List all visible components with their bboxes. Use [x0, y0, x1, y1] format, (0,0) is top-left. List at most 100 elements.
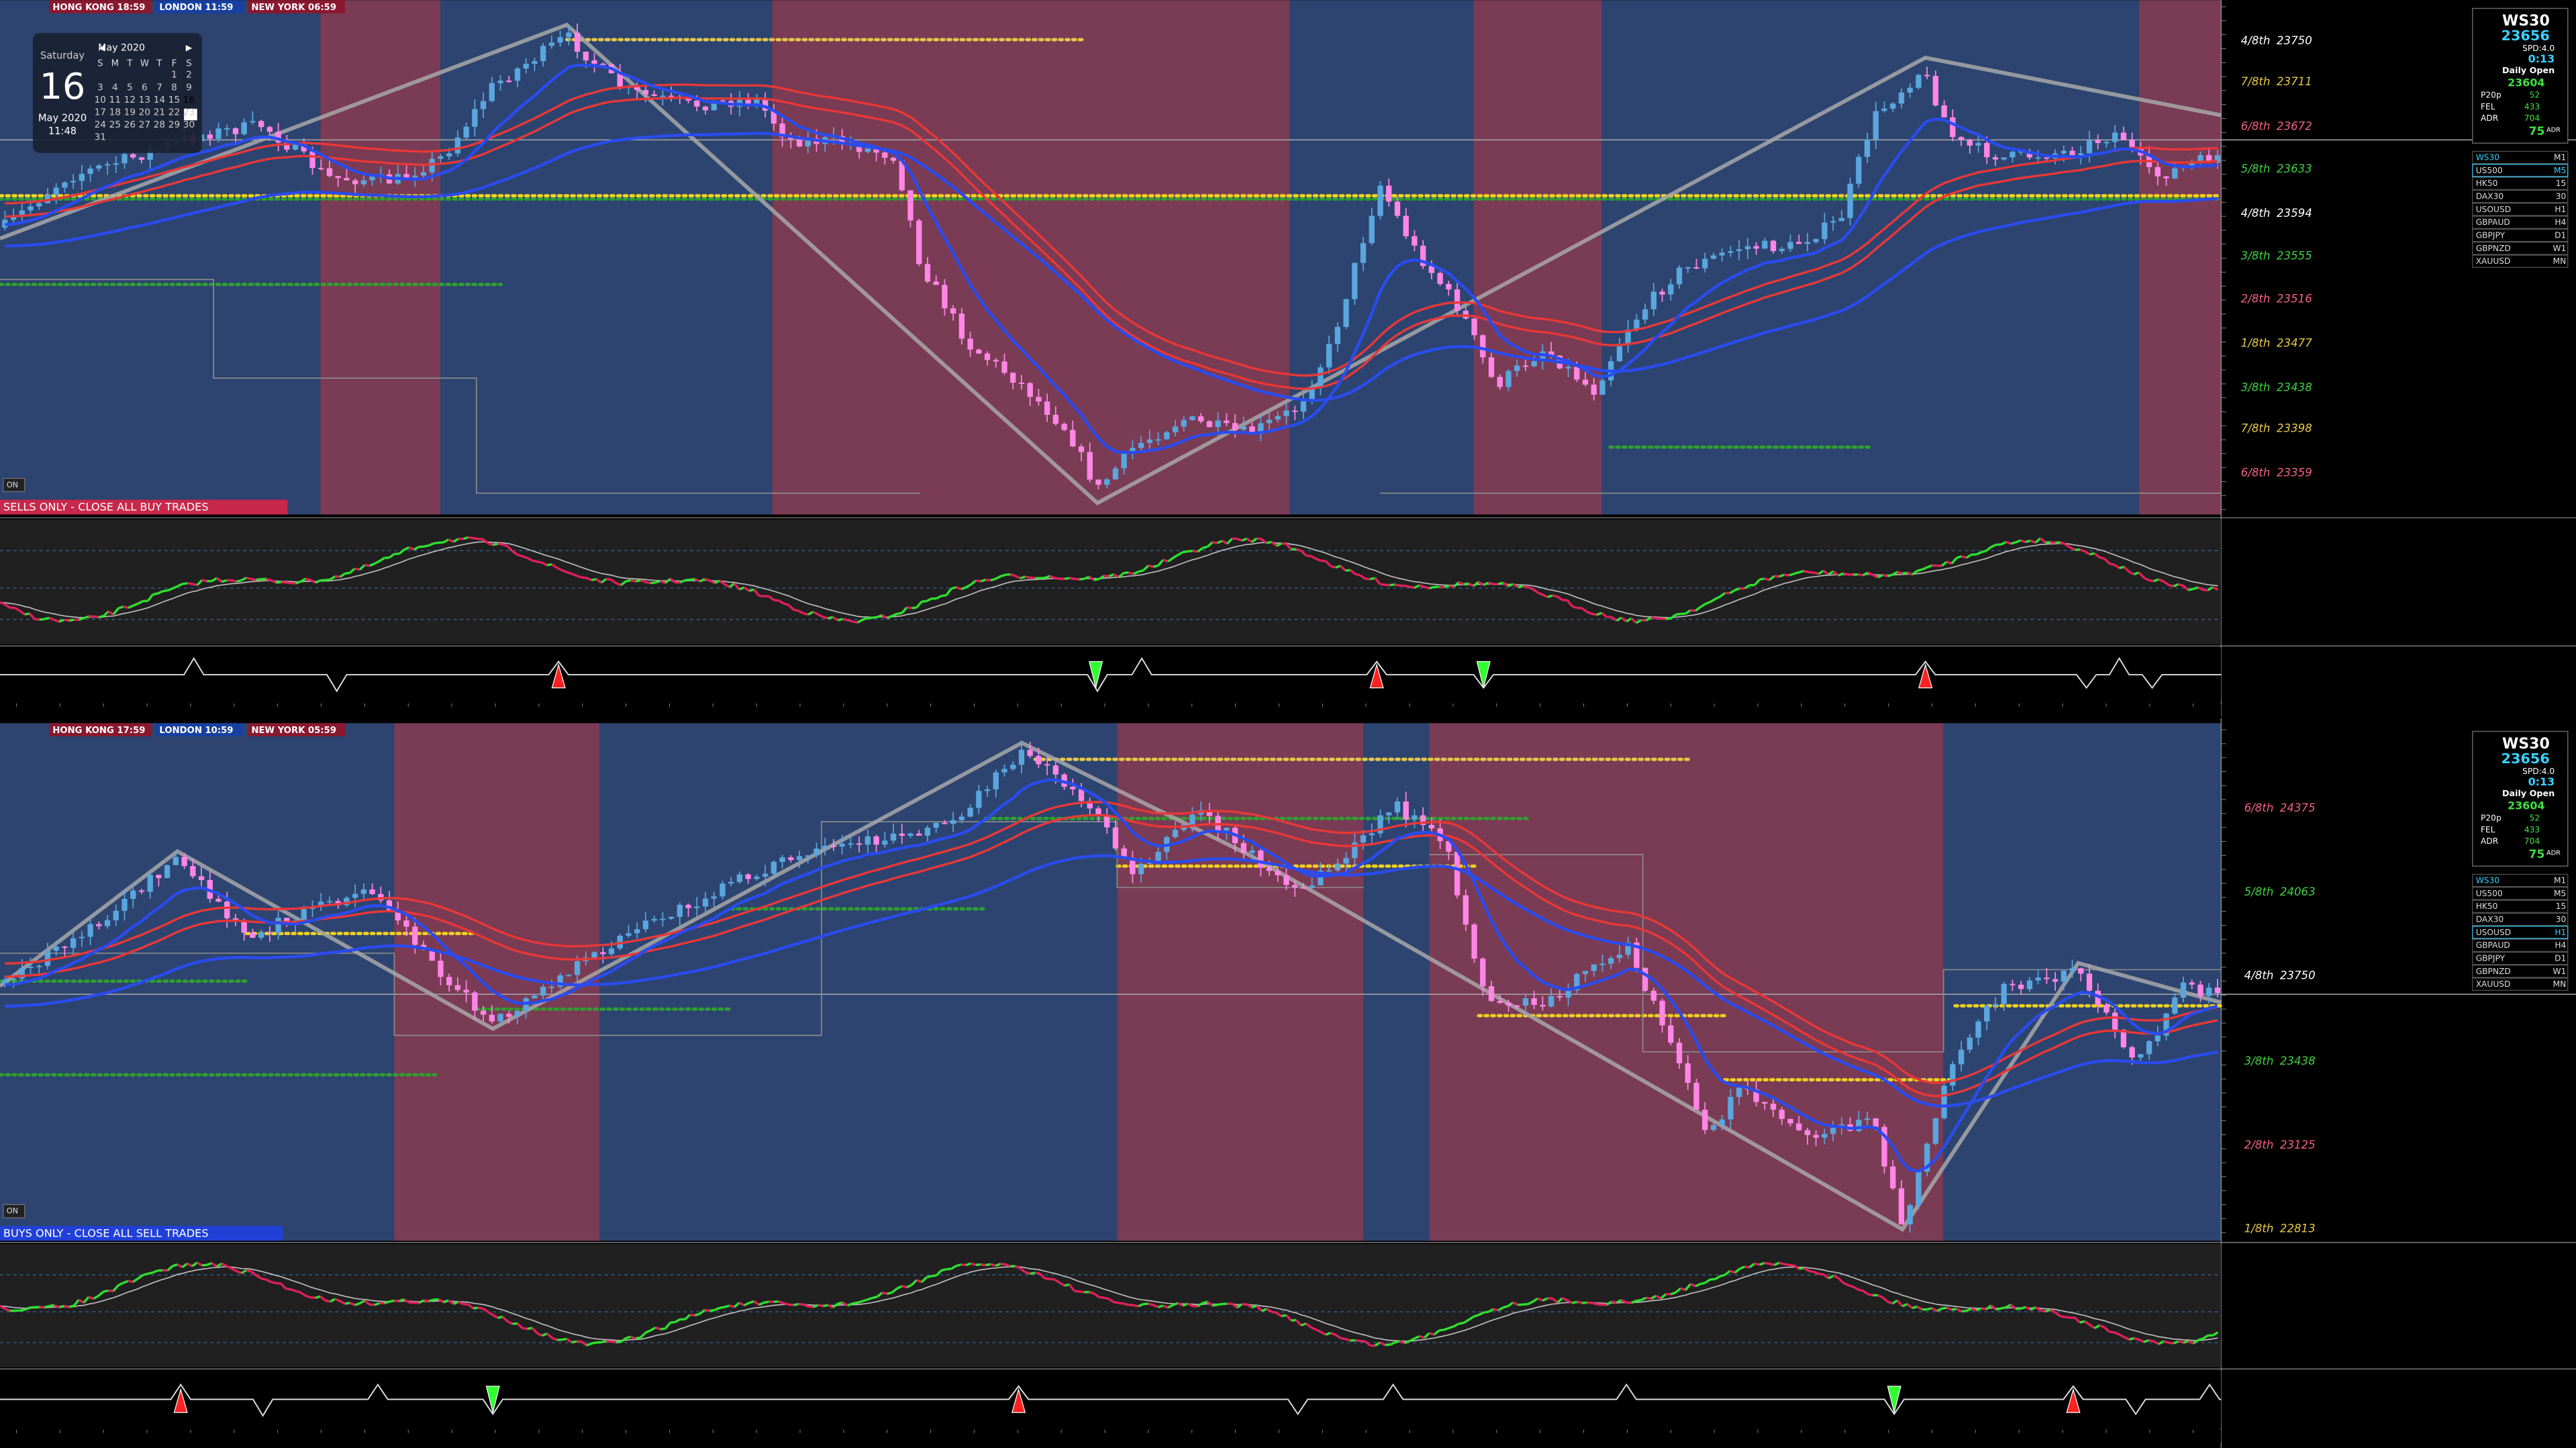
candle-body: [694, 100, 700, 107]
candle-body: [1634, 943, 1640, 968]
calendar-date-cell[interactable]: 15: [168, 95, 180, 105]
calendar-date-cell[interactable]: 3: [97, 82, 103, 93]
level-price: 23750: [2277, 34, 2312, 47]
symbol-button[interactable]: [2472, 189, 2569, 203]
oscillator-segment: [1690, 609, 1696, 612]
candle-body: [301, 909, 307, 921]
oscillator-segment: [1158, 1304, 1164, 1308]
candle-body: [1642, 967, 1648, 991]
calendar-date-cell[interactable]: 20: [139, 107, 150, 117]
symbol-button[interactable]: [2472, 977, 2569, 991]
calendar-weekday-head: F: [172, 59, 177, 69]
calendar-date-cell[interactable]: 30: [183, 119, 195, 130]
oscillator-segment: [990, 577, 996, 582]
calendar-date-cell[interactable]: 12: [124, 95, 136, 105]
calendar-date-cell[interactable]: 7: [156, 82, 162, 93]
candle-body: [344, 898, 350, 906]
toggle-button[interactable]: [3, 477, 26, 492]
candle-body: [344, 178, 350, 181]
oscillator-segment: [379, 557, 385, 563]
calendar-date-cell[interactable]: 28: [154, 119, 165, 130]
candle-body: [864, 836, 871, 845]
calendar-date-cell[interactable]: 5: [127, 82, 133, 93]
calendar-date-cell[interactable]: 4: [112, 82, 118, 93]
calendar-date-cell[interactable]: 1: [171, 70, 177, 81]
symbol-button[interactable]: [2472, 912, 2569, 926]
calendar-date-cell[interactable]: 14: [154, 95, 165, 105]
level-price: 23750: [2280, 969, 2316, 982]
candle-body: [1095, 808, 1101, 816]
level-price: 23594: [2277, 207, 2312, 220]
calendar-date-cell[interactable]: 17: [95, 107, 106, 117]
oscillator-segment: [1108, 1298, 1115, 1304]
calendar-date-cell[interactable]: 23: [183, 107, 195, 117]
symbol-button[interactable]: [2472, 203, 2569, 216]
calendar-date-cell[interactable]: 10: [95, 95, 106, 105]
symbol-button[interactable]: [2472, 228, 2569, 242]
symbol-button[interactable]: [2472, 150, 2569, 164]
candle-body: [796, 856, 803, 861]
oscillator-segment: [1842, 572, 1849, 576]
symbol-button[interactable]: [2472, 215, 2569, 229]
oscillator-segment: [1527, 1300, 1534, 1306]
symbol-button[interactable]: [2472, 926, 2569, 939]
symbol-button[interactable]: [2472, 887, 2569, 900]
calendar-date-cell[interactable]: 13: [139, 95, 150, 105]
calendar-weekday-head: S: [186, 59, 191, 69]
calendar-date-cell[interactable]: 9: [186, 82, 192, 93]
candle-body: [1463, 895, 1469, 925]
candle-body: [2044, 157, 2050, 159]
candle-body: [463, 990, 469, 993]
oscillator-segment: [1345, 1338, 1351, 1342]
symbol-button[interactable]: [2472, 938, 2569, 952]
symbol-button[interactable]: [2472, 177, 2569, 190]
calendar-date-cell[interactable]: 22: [168, 107, 180, 117]
candle-body: [369, 889, 375, 894]
oscillator-segment: [1089, 1291, 1095, 1295]
calendar-date-cell[interactable]: 25: [109, 119, 121, 130]
oscillator-segment: [394, 1299, 399, 1302]
candle-body: [2035, 157, 2041, 159]
calendar-date-cell[interactable]: 19: [124, 107, 136, 117]
toggle-button[interactable]: [3, 1204, 26, 1218]
symbol-button[interactable]: [2472, 254, 2569, 268]
oscillator-segment: [128, 1280, 134, 1284]
oscillator-segment: [517, 553, 523, 558]
oscillator-segment: [64, 1304, 70, 1308]
symbol-button[interactable]: [2472, 900, 2569, 913]
symbol-button[interactable]: [2472, 164, 2569, 177]
calendar-next[interactable]: ▶: [186, 43, 193, 52]
symbol-timeframe: H1: [2555, 928, 2566, 937]
calendar-date-cell[interactable]: 27: [139, 119, 150, 130]
candle-body: [1668, 1025, 1674, 1043]
oscillator-segment: [1650, 1294, 1657, 1300]
level-price: 23711: [2277, 75, 2312, 88]
calendar-date-cell[interactable]: 16: [183, 95, 195, 105]
calendar-date-cell[interactable]: 18: [109, 107, 121, 117]
calendar-prev[interactable]: ◀: [99, 43, 105, 52]
level-label: 6/8th: [2241, 119, 2271, 132]
symbol-button[interactable]: [2472, 951, 2569, 965]
calendar-date-cell[interactable]: 8: [171, 82, 177, 93]
oscillator-segment: [1636, 1298, 1642, 1302]
calendar-date-cell[interactable]: 31: [95, 132, 106, 143]
symbol-button[interactable]: [2472, 965, 2569, 978]
level-label: 5/8th: [2244, 885, 2274, 898]
calendar-date-cell[interactable]: 29: [168, 119, 180, 130]
candle-body: [1514, 365, 1520, 371]
oscillator-segment: [68, 1304, 75, 1308]
oscillator-segment: [211, 577, 217, 583]
calendar-date-cell[interactable]: 21: [154, 107, 165, 117]
oscillator-segment: [541, 561, 548, 567]
calendar-date-cell[interactable]: 24: [95, 119, 106, 130]
oscillator-segment: [536, 1332, 543, 1337]
calendar-date-cell[interactable]: 11: [109, 95, 121, 105]
oscillator-segment: [1995, 1307, 2001, 1311]
symbol-button[interactable]: [2472, 873, 2569, 887]
candle-body: [1634, 320, 1640, 330]
calendar-date-cell[interactable]: 26: [124, 119, 136, 130]
calendar-date-cell[interactable]: 6: [142, 82, 148, 93]
symbol-button[interactable]: [2472, 242, 2569, 255]
buy-arrow: [1089, 661, 1103, 688]
calendar-date-cell[interactable]: 2: [186, 70, 192, 81]
